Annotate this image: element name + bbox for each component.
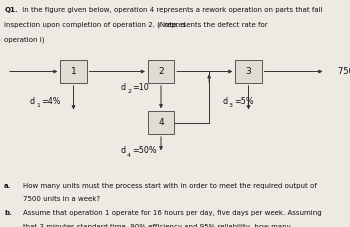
Text: d: d (30, 96, 35, 106)
Text: Assume that operation 1 operate for 16 hours per day, five days per week. Assumi: Assume that operation 1 operate for 16 h… (23, 210, 322, 216)
FancyBboxPatch shape (148, 111, 174, 134)
Text: represents the defect rate for: represents the defect rate for (162, 22, 268, 27)
Text: that 3 minutes standard time, 90% efficiency and 95% reliability, how many: that 3 minutes standard time, 90% effici… (23, 224, 291, 227)
Text: =4%: =4% (41, 96, 61, 106)
Text: a.: a. (4, 183, 12, 189)
Text: 2: 2 (158, 67, 164, 76)
Text: 2: 2 (127, 89, 131, 94)
Text: d: d (121, 146, 126, 155)
Text: 1: 1 (71, 67, 76, 76)
Text: b.: b. (4, 210, 12, 216)
Text: 4: 4 (158, 118, 164, 127)
Text: In the figure given below, operation 4 represents a rework operation on parts th: In the figure given below, operation 4 r… (20, 7, 323, 13)
Text: 7500 units: 7500 units (338, 67, 350, 76)
Text: 4: 4 (127, 153, 131, 158)
Text: d: d (222, 96, 228, 106)
FancyBboxPatch shape (148, 60, 174, 83)
Text: i: i (159, 23, 160, 28)
Text: inspection upon completion of operation 2. (Note: d: inspection upon completion of operation … (4, 22, 186, 28)
Text: =5%: =5% (234, 96, 253, 106)
Text: 3: 3 (246, 67, 251, 76)
Text: How many units must the process start with in order to meet the required output : How many units must the process start wi… (23, 183, 317, 189)
FancyBboxPatch shape (60, 60, 87, 83)
Text: operation i): operation i) (4, 36, 45, 43)
Text: 7500 units in a week?: 7500 units in a week? (23, 196, 100, 202)
Text: d: d (121, 83, 126, 92)
Text: =10: =10 (132, 83, 149, 92)
Text: 1: 1 (36, 103, 40, 108)
Text: =50%: =50% (132, 146, 157, 155)
Text: 3: 3 (229, 103, 232, 108)
Text: Q1.: Q1. (4, 7, 18, 13)
FancyBboxPatch shape (235, 60, 262, 83)
